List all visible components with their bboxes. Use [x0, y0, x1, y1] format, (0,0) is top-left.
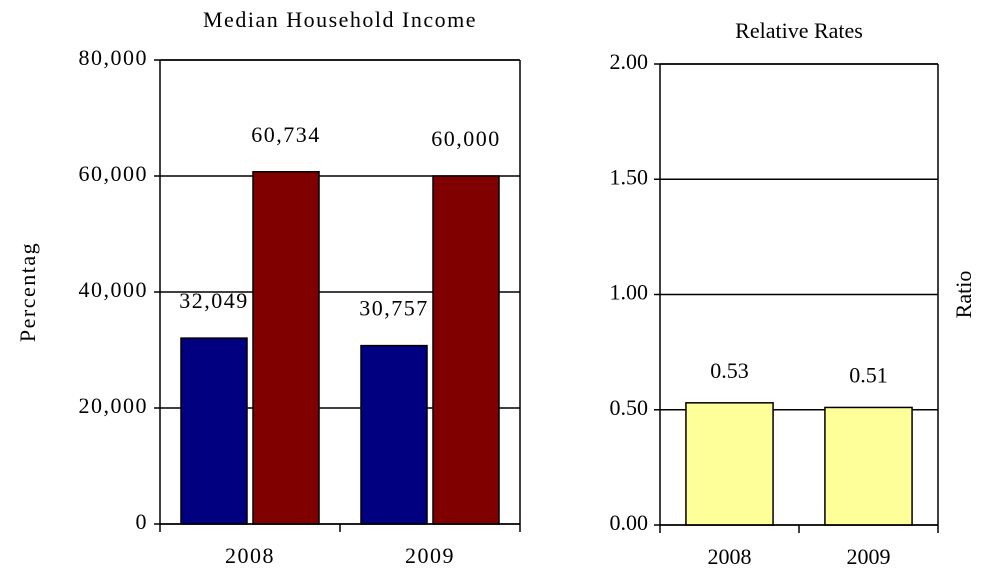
x-tick-label: 2009 [405, 543, 455, 568]
y-tick-label: 80,000 [79, 45, 149, 70]
y-tick-label: 1.00 [610, 280, 649, 305]
bar [180, 337, 248, 525]
data-label: 60,000 [431, 126, 501, 151]
bar [432, 175, 500, 525]
data-label: 30,757 [359, 296, 429, 321]
y-axis-label: Ratio [951, 271, 976, 319]
bar [824, 406, 913, 526]
bar [685, 402, 774, 526]
y-tick-label: 60,000 [79, 161, 149, 186]
y-tick-label: 2.00 [610, 49, 649, 74]
y-tick-label: 0.50 [610, 395, 649, 420]
chart-title: Median Household Income [203, 7, 477, 32]
x-tick-label: 2008 [225, 543, 275, 568]
x-tick-label: 2009 [847, 544, 891, 569]
y-tick-label: 0.00 [610, 510, 649, 535]
y-tick-label: 0 [136, 509, 149, 534]
y-tick-label: 20,000 [79, 393, 149, 418]
y-tick-label: 1.50 [610, 164, 649, 189]
y-axis-label: Percentag [15, 242, 40, 342]
x-tick-label: 2008 [708, 544, 752, 569]
bar [252, 170, 320, 525]
data-label: 0.51 [849, 362, 888, 387]
y-tick-label: 40,000 [79, 277, 149, 302]
chart-title: Relative Rates [735, 18, 863, 43]
bar [360, 344, 428, 525]
data-label: 0.53 [710, 358, 749, 383]
data-label: 60,734 [251, 122, 321, 147]
data-label: 32,049 [179, 288, 249, 313]
